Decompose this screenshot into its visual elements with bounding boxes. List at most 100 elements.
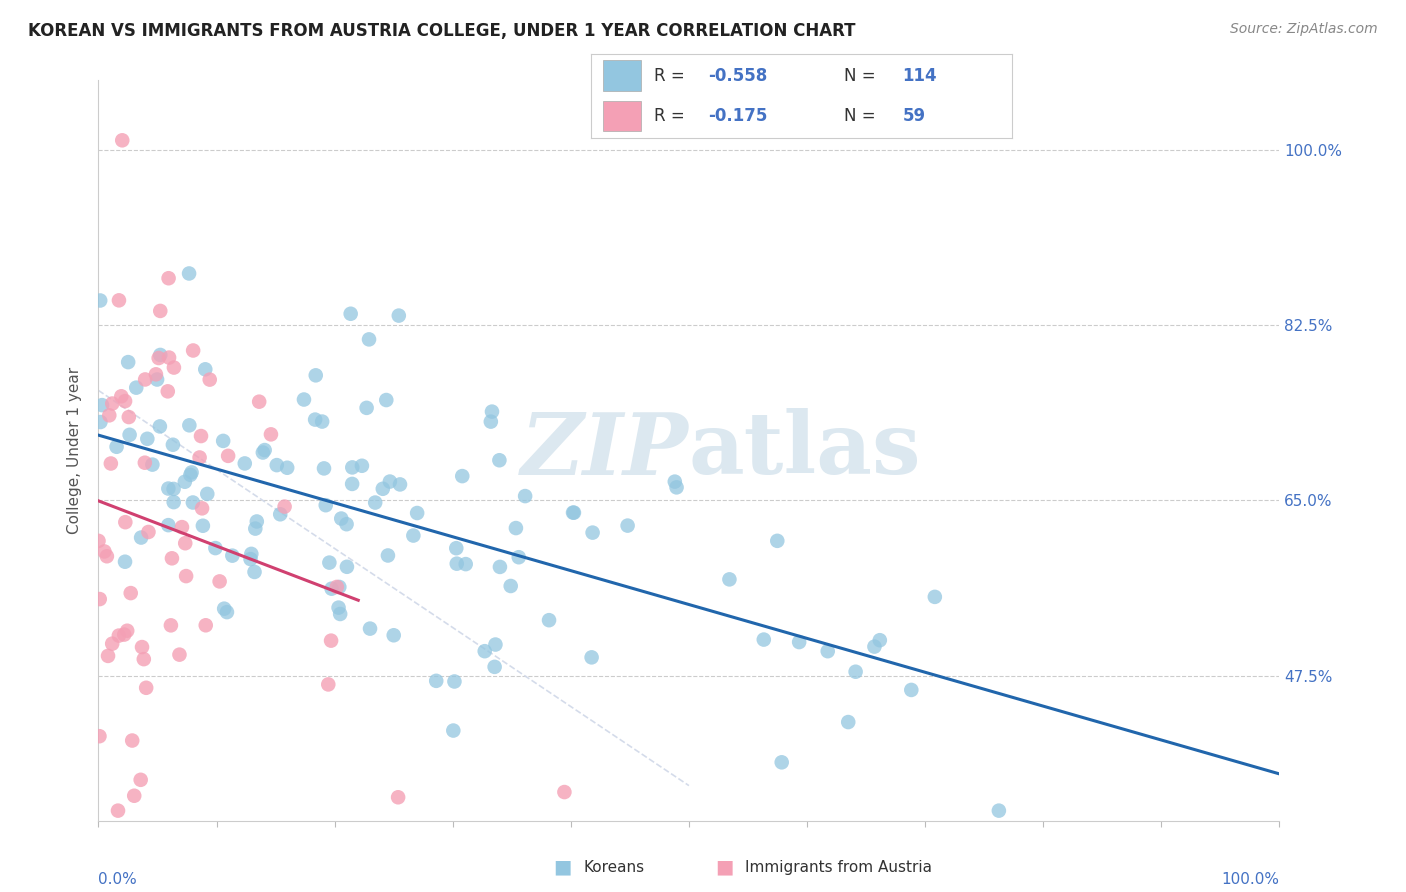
Point: [177, 267, 200, 281]
Text: -0.175: -0.175: [709, 107, 768, 125]
Point: [89, 729, 111, 743]
Point: [318, 556, 340, 570]
Point: [388, 309, 411, 323]
Point: [114, 515, 136, 529]
Point: [330, 511, 353, 525]
Point: [845, 665, 868, 679]
Point: [269, 508, 291, 522]
Point: [326, 580, 349, 594]
Point: [118, 410, 141, 425]
Point: [221, 549, 243, 563]
Point: [160, 618, 183, 632]
Point: [89, 293, 111, 308]
Point: [97, 648, 120, 663]
Point: [105, 440, 128, 454]
Point: [136, 432, 159, 446]
Point: [190, 429, 212, 443]
Text: ZIP: ZIP: [522, 409, 689, 492]
Point: [212, 434, 235, 448]
Point: [134, 456, 156, 470]
Point: [371, 482, 394, 496]
Point: [562, 506, 585, 520]
Point: [481, 404, 503, 418]
Point: [121, 733, 143, 747]
Point: [718, 573, 741, 587]
Point: [406, 506, 429, 520]
Point: [446, 541, 468, 556]
Point: [382, 628, 405, 642]
Text: atlas: atlas: [689, 409, 921, 492]
Point: [163, 495, 186, 509]
Text: 0.0%: 0.0%: [98, 872, 138, 888]
Point: [108, 629, 131, 643]
Text: Koreans: Koreans: [583, 860, 644, 874]
Point: [129, 531, 152, 545]
Point: [101, 396, 124, 410]
Point: [162, 438, 184, 452]
Point: [120, 586, 142, 600]
Point: [245, 522, 267, 536]
Point: [191, 518, 214, 533]
Text: ■: ■: [714, 857, 734, 877]
Point: [817, 644, 839, 658]
Point: [132, 652, 155, 666]
Point: [111, 133, 134, 147]
Text: N =: N =: [844, 67, 880, 85]
Point: [340, 477, 363, 491]
Point: [181, 343, 204, 358]
Point: [441, 723, 464, 738]
Point: [924, 590, 946, 604]
Text: 59: 59: [903, 107, 925, 125]
Point: [145, 368, 167, 382]
Point: [179, 467, 201, 482]
Point: [101, 637, 124, 651]
Point: [766, 533, 789, 548]
Point: [160, 551, 183, 566]
Point: [869, 633, 891, 648]
Point: [157, 351, 180, 365]
Point: [537, 613, 560, 627]
Point: [212, 601, 235, 615]
Point: [321, 582, 343, 596]
Point: [114, 394, 136, 409]
Point: [107, 804, 129, 818]
Text: -0.558: -0.558: [709, 67, 768, 85]
Point: [217, 449, 239, 463]
Point: [479, 415, 502, 429]
Point: [342, 460, 364, 475]
Point: [180, 466, 202, 480]
Point: [402, 528, 425, 542]
Point: [96, 549, 118, 564]
Point: [356, 401, 378, 415]
Point: [770, 756, 793, 770]
Point: [146, 372, 169, 386]
Point: [752, 632, 775, 647]
Point: [328, 600, 350, 615]
Point: [562, 506, 585, 520]
Point: [149, 348, 172, 362]
FancyBboxPatch shape: [603, 61, 641, 91]
Point: [135, 681, 157, 695]
Text: R =: R =: [654, 107, 690, 125]
Point: [273, 500, 295, 514]
Text: Immigrants from Austria: Immigrants from Austria: [745, 860, 932, 874]
Point: [169, 648, 191, 662]
Point: [357, 332, 380, 346]
Point: [114, 555, 136, 569]
Point: [319, 633, 342, 648]
Point: [195, 487, 218, 501]
Point: [489, 560, 512, 574]
Point: [350, 458, 373, 473]
Point: [100, 457, 122, 471]
Point: [131, 640, 153, 654]
Point: [315, 498, 337, 512]
FancyBboxPatch shape: [603, 101, 641, 131]
Point: [292, 392, 315, 407]
Point: [863, 640, 886, 654]
Point: [125, 381, 148, 395]
Point: [208, 574, 231, 589]
Point: [316, 677, 339, 691]
Point: [162, 482, 184, 496]
Point: [173, 475, 195, 489]
Point: [194, 618, 217, 632]
